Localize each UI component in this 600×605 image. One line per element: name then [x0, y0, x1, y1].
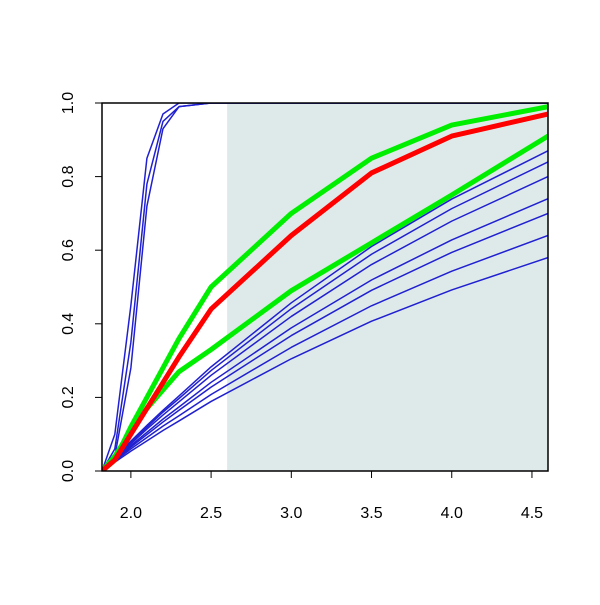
y-tick-label: 1.0	[60, 92, 77, 114]
curve	[102, 256, 548, 471]
curve	[102, 197, 548, 471]
y-tick-label: 0.0	[60, 460, 77, 482]
x-tick-label: 4.5	[521, 505, 543, 522]
curve	[102, 111, 548, 471]
curve	[102, 104, 548, 471]
x-tick-label: 2.0	[120, 505, 142, 522]
curve	[102, 161, 548, 471]
curve	[102, 103, 548, 471]
curve	[102, 103, 548, 471]
curve	[102, 175, 548, 471]
shaded-region	[227, 103, 548, 471]
y-tick-label: 0.2	[60, 386, 77, 408]
plot-frame	[101, 102, 549, 472]
y-tick-label: 0.6	[60, 239, 77, 261]
y-tick-label: 0.8	[60, 165, 77, 187]
y-tick-label: 0.4	[60, 313, 77, 335]
x-tick-label: 2.5	[200, 505, 222, 522]
x-tick-label: 4.0	[441, 505, 463, 522]
x-tick-label: 3.5	[360, 505, 382, 522]
curve	[102, 212, 548, 471]
x-tick-label: 3.0	[280, 505, 302, 522]
curve	[102, 234, 548, 471]
